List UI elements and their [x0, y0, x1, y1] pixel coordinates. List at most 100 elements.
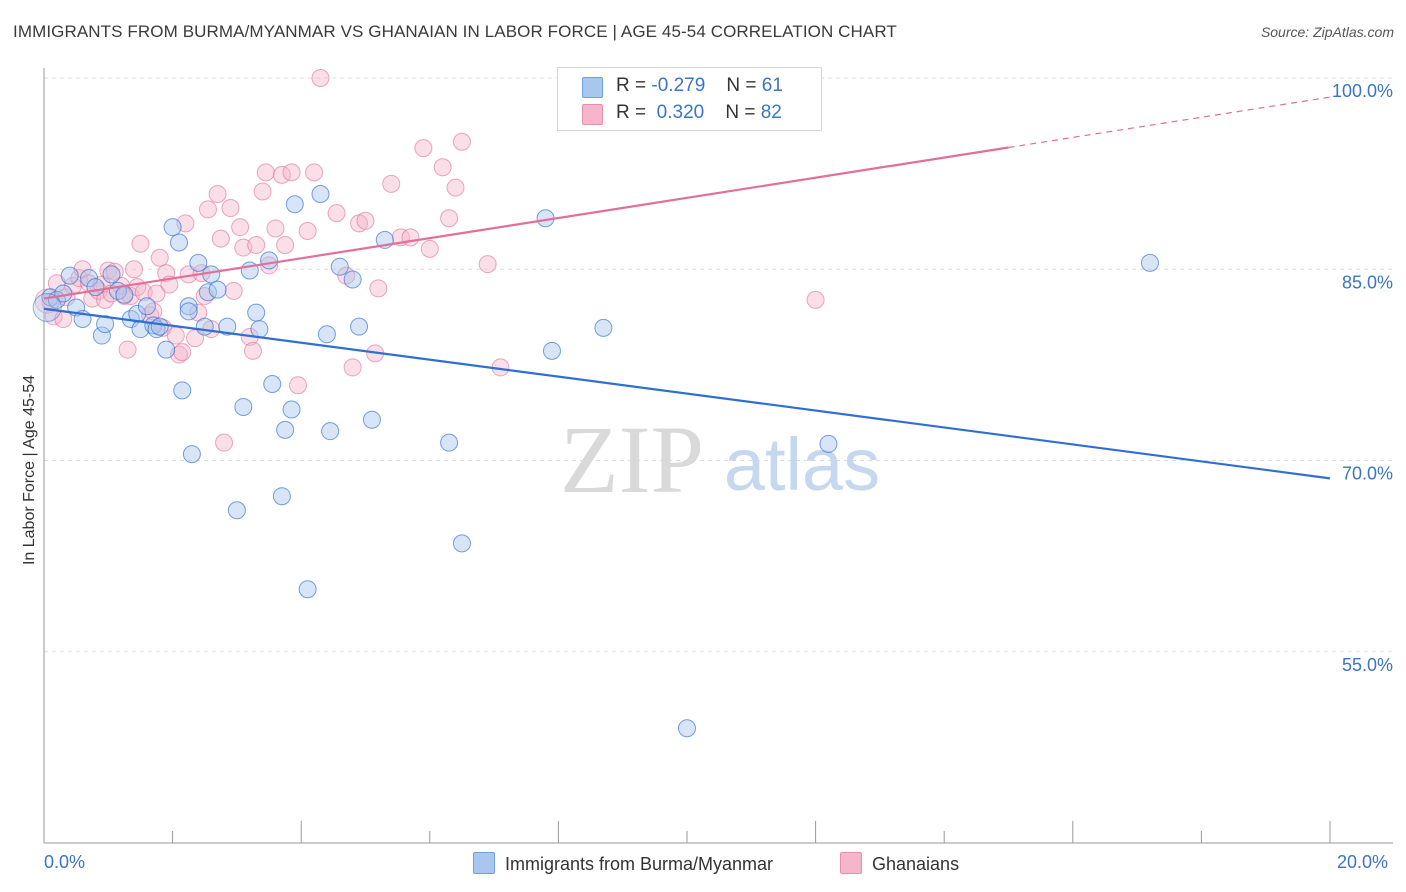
ghanaians-point — [131, 234, 150, 253]
n-label: N = — [726, 75, 757, 96]
ghanaians-point — [356, 211, 375, 230]
ghanaians-point — [224, 281, 243, 300]
r-label: R = — [616, 102, 647, 123]
burma-point — [260, 251, 279, 270]
ghanaians-point — [298, 222, 317, 240]
legend-swatch-ghanaians — [840, 852, 862, 874]
burma-point — [208, 280, 227, 299]
ghanaians-point — [96, 290, 115, 309]
burma-point — [350, 317, 369, 336]
ghanaians-point — [288, 376, 307, 395]
y-tick-label: 70.0% — [1342, 464, 1393, 484]
stats-legend: R = -0.279 N = 61 R = 0.320 N = 82 — [557, 67, 822, 131]
legend-swatch-burma — [473, 852, 495, 874]
ghanaians-point — [247, 236, 266, 255]
y-tick-labels: 100.0% 85.0% 70.0% 55.0% — [1332, 81, 1393, 675]
burma-point — [285, 195, 304, 214]
burma-point — [263, 375, 282, 393]
chart-title: IMMIGRANTS FROM BURMA/MYANMAR VS GHANAIA… — [13, 22, 897, 41]
ghanaians-trend-line-extension — [1008, 96, 1331, 149]
ghanaians-point — [150, 248, 169, 267]
burma-point — [272, 487, 291, 506]
burma-point — [234, 397, 253, 416]
burma-point — [678, 719, 696, 738]
burma-point — [195, 317, 214, 336]
burma-point — [440, 433, 459, 452]
burma-point — [819, 434, 838, 453]
ghanaians-point — [414, 139, 433, 158]
burma-point — [276, 420, 295, 439]
series-name-burma: Immigrants from Burma/Myanmar — [505, 854, 774, 874]
ghanaians-point — [440, 209, 459, 228]
watermark-zip: ZIP — [560, 406, 704, 513]
burma-trend-line — [43, 307, 1331, 480]
ghanaians-point — [276, 236, 295, 255]
watermark-atlas: atlas — [724, 423, 880, 506]
burma-point — [32, 293, 62, 322]
burma-point — [247, 303, 266, 322]
burma-point — [128, 304, 147, 323]
ghanaians-point — [266, 219, 285, 238]
burma-point — [80, 269, 99, 288]
y-tick-label: 100.0% — [1332, 81, 1393, 101]
n-value-ghanaians: 82 — [760, 102, 782, 123]
burma-point — [92, 326, 111, 345]
ghanaians-point — [311, 69, 330, 87]
series-legend-ghanaians: Ghanaians — [840, 852, 959, 875]
source-note: Source: ZipAtlas.com — [1260, 24, 1394, 40]
burma-point — [362, 410, 381, 429]
burma-point — [282, 400, 301, 419]
burma-point — [163, 218, 182, 237]
ghanaians-point — [215, 433, 234, 452]
burma-point — [250, 320, 269, 339]
ghanaians-point — [243, 341, 262, 360]
r-label: R = — [616, 75, 647, 96]
burma-point — [189, 253, 208, 272]
ghanaians-point — [256, 163, 275, 182]
burma-point — [182, 445, 201, 464]
burma-point — [96, 315, 115, 334]
ghanaians-point — [433, 158, 452, 177]
x-tick-max: 20.0% — [1337, 852, 1389, 872]
ghanaians-point — [253, 182, 272, 201]
burma-point — [317, 325, 336, 344]
legend-swatch-ghanaians — [582, 104, 603, 125]
r-value-burma: -0.279 — [651, 75, 706, 96]
burma-point — [150, 317, 169, 336]
ghanaians-point — [211, 229, 230, 248]
ghanaians-point — [420, 239, 439, 258]
ghanaians-point — [221, 199, 240, 218]
burma-point — [137, 297, 156, 316]
ghanaians-point — [382, 174, 401, 193]
burma-point — [170, 233, 189, 252]
ghanaians-point — [173, 343, 192, 362]
ghanaians-point — [305, 163, 324, 182]
ghanaians-point — [452, 132, 471, 151]
ghanaians-point — [157, 264, 176, 283]
n-label: N = — [725, 102, 756, 123]
ghanaians-point — [343, 358, 362, 377]
burma-point — [86, 278, 105, 297]
burma-point — [157, 340, 176, 359]
gridlines — [44, 77, 1394, 653]
ghanaians-point — [147, 284, 166, 303]
burma-point — [321, 422, 340, 441]
ghanaians-point — [327, 204, 346, 223]
watermark: ZIP atlas — [560, 406, 880, 513]
trend-lines — [43, 96, 1331, 480]
legend-swatch-burma — [582, 77, 603, 98]
ghanaians-point — [401, 228, 420, 247]
ghanaians-point — [118, 340, 137, 359]
burma-point — [102, 265, 121, 284]
burma-point — [542, 341, 561, 360]
burma-point — [60, 266, 79, 285]
burma-point — [330, 257, 349, 276]
burma-points — [32, 185, 1159, 738]
r-value-ghanaians: 0.320 — [656, 102, 705, 123]
burma-point — [311, 185, 330, 204]
burma-point — [298, 580, 317, 599]
axes — [43, 68, 1393, 844]
ghanaians-point — [478, 255, 497, 274]
burma-point — [173, 381, 192, 400]
